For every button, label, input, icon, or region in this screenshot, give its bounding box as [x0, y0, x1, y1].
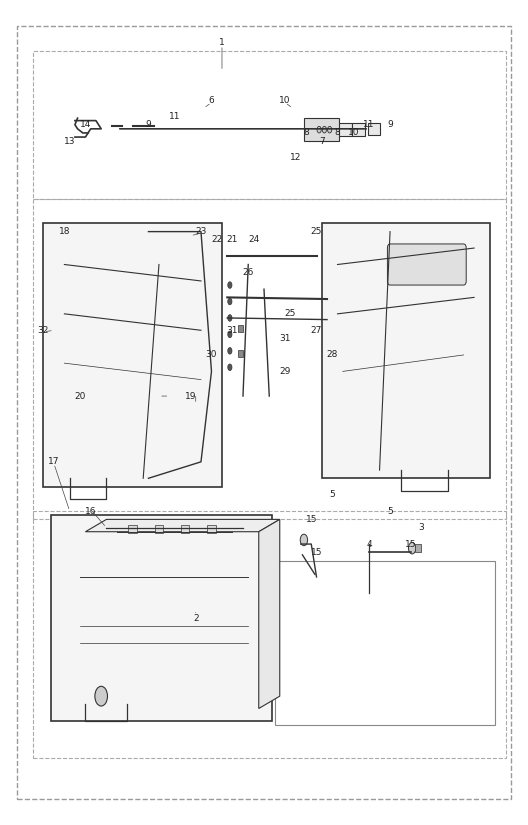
Bar — [415, 544, 420, 552]
FancyBboxPatch shape — [352, 123, 365, 136]
Text: 28: 28 — [327, 351, 338, 360]
Text: 6: 6 — [209, 96, 214, 105]
Text: 7: 7 — [319, 137, 325, 146]
Circle shape — [300, 535, 308, 545]
Text: 9: 9 — [146, 120, 152, 130]
FancyBboxPatch shape — [388, 244, 466, 285]
Circle shape — [228, 314, 232, 321]
Text: 12: 12 — [290, 153, 301, 162]
Text: 22: 22 — [211, 235, 222, 244]
Bar — [208, 526, 215, 534]
Bar — [33, 512, 506, 758]
Text: 31: 31 — [279, 334, 291, 343]
FancyBboxPatch shape — [51, 516, 272, 721]
Text: 8: 8 — [303, 129, 309, 138]
Text: 9: 9 — [387, 120, 393, 130]
Text: 10: 10 — [347, 129, 359, 138]
Bar — [181, 526, 190, 534]
Text: 24: 24 — [248, 235, 259, 244]
FancyBboxPatch shape — [322, 224, 490, 478]
Text: 15: 15 — [306, 515, 317, 524]
Bar — [238, 325, 243, 332]
Text: 18: 18 — [59, 227, 70, 236]
Text: 32: 32 — [37, 326, 49, 335]
Text: 17: 17 — [48, 457, 60, 466]
Circle shape — [317, 126, 321, 133]
FancyBboxPatch shape — [368, 123, 380, 134]
Bar — [128, 526, 137, 534]
Text: 3: 3 — [419, 523, 425, 532]
Text: 19: 19 — [185, 392, 196, 401]
FancyBboxPatch shape — [43, 224, 222, 487]
Polygon shape — [259, 520, 280, 709]
Circle shape — [322, 126, 326, 133]
Text: 5: 5 — [329, 490, 335, 499]
Text: 21: 21 — [227, 235, 238, 244]
Bar — [33, 199, 506, 520]
Text: 15: 15 — [406, 540, 417, 549]
Circle shape — [228, 298, 232, 304]
Polygon shape — [86, 520, 280, 532]
Text: 14: 14 — [80, 120, 91, 130]
Circle shape — [327, 126, 332, 133]
Text: 10: 10 — [279, 96, 291, 105]
Text: 1: 1 — [219, 38, 225, 47]
Text: 30: 30 — [206, 351, 217, 360]
Text: 23: 23 — [195, 227, 206, 236]
Text: 4: 4 — [366, 540, 372, 549]
Circle shape — [95, 686, 108, 706]
Text: 16: 16 — [85, 507, 97, 516]
Text: 8: 8 — [335, 129, 341, 138]
Text: 29: 29 — [279, 367, 291, 376]
Text: 26: 26 — [242, 268, 254, 277]
Text: 2: 2 — [193, 614, 199, 623]
Circle shape — [228, 347, 232, 354]
Text: 5: 5 — [387, 507, 393, 516]
Circle shape — [228, 331, 232, 337]
Text: 11: 11 — [363, 120, 375, 130]
Text: 13: 13 — [64, 137, 76, 146]
FancyBboxPatch shape — [305, 118, 339, 141]
Circle shape — [228, 364, 232, 370]
FancyBboxPatch shape — [336, 123, 352, 136]
Text: 25: 25 — [311, 227, 322, 236]
Text: 27: 27 — [311, 326, 322, 335]
Text: 31: 31 — [227, 326, 238, 335]
Text: 25: 25 — [285, 309, 296, 318]
Text: 15: 15 — [311, 548, 322, 557]
Bar — [155, 526, 163, 534]
Circle shape — [228, 282, 232, 289]
Bar — [275, 560, 495, 725]
Circle shape — [409, 542, 416, 554]
Text: 11: 11 — [169, 112, 181, 121]
Bar — [238, 350, 243, 356]
Bar — [33, 50, 506, 199]
Text: 20: 20 — [74, 392, 86, 401]
